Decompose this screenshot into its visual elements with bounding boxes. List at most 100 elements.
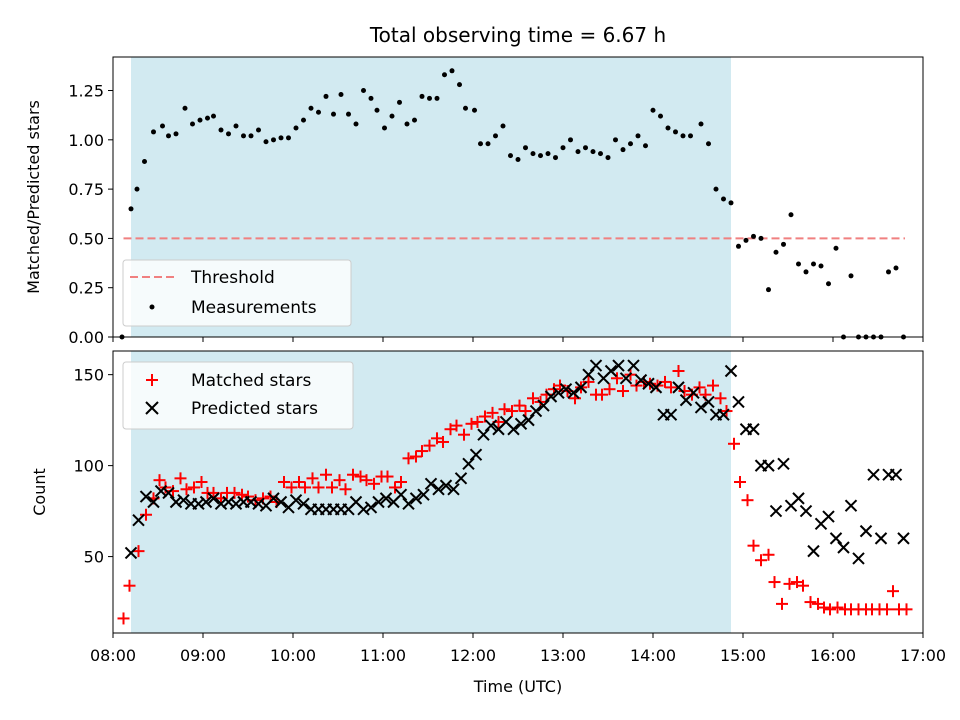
measurement-point: [500, 123, 506, 129]
matched-star-point: [776, 597, 788, 610]
count-x-tick-label: 17:00: [900, 646, 946, 665]
matched-star-point: [831, 601, 844, 614]
measurement-point: [368, 95, 374, 101]
measurement-point: [818, 263, 824, 269]
predicted-star-point: [642, 377, 655, 390]
measurement-point: [478, 141, 483, 147]
predicted-star-point: [822, 510, 835, 523]
measurement-point: [598, 151, 603, 157]
matched-star-point: [479, 410, 491, 423]
measurement-point: [434, 95, 440, 101]
predicted-star-point: [222, 495, 235, 509]
predicted-star-point: [529, 404, 543, 418]
matched-star-point: [900, 603, 913, 616]
measurement-point: [680, 133, 686, 139]
ratio-panel: 0.00 0.25 0.50 0.75 1.00 1.25 Total observing…: [24, 23, 924, 347]
predicted-star-point: [469, 448, 483, 461]
predicted-star-point: [552, 386, 565, 400]
predicted-star-point: [274, 495, 288, 509]
matched-star-point: [450, 419, 463, 432]
measurement-point: [197, 117, 203, 123]
predicted-star-point: [717, 408, 730, 421]
matched-star-point: [180, 483, 193, 496]
matched-star-point: [207, 486, 220, 499]
measurement-point: [508, 153, 513, 159]
count-y-ticks: 50 100 150: [73, 366, 113, 567]
ratio-y-tick-label: 0.25: [68, 279, 104, 298]
predicted-star-point: [897, 532, 910, 545]
matched-star-point: [519, 405, 532, 418]
measurement-point: [605, 155, 611, 161]
measurement-point: [590, 149, 596, 155]
count-y-tick-label: 100: [73, 457, 104, 476]
legend-measurements-swatch: [149, 304, 155, 310]
matched-star-point: [527, 392, 539, 405]
matched-star-point: [693, 381, 706, 394]
measurement-point: [751, 233, 756, 239]
predicted-star-point: [507, 423, 520, 436]
measurement-point: [293, 125, 299, 131]
predicted-star-point: [402, 497, 415, 511]
measurement-point: [643, 143, 648, 149]
predicted-star-point: [859, 524, 873, 538]
matched-star-point: [285, 481, 298, 494]
predicted-star-point: [409, 492, 423, 505]
matched-star-point: [458, 428, 470, 441]
measurement-point: [538, 153, 543, 159]
measurement-point: [583, 145, 588, 151]
measurement-point: [530, 151, 536, 157]
predicted-star-point: [169, 495, 183, 509]
predicted-star-point: [357, 503, 370, 516]
measurement-point: [278, 135, 284, 141]
measurement-point: [323, 93, 329, 99]
predicted-star-point: [867, 468, 880, 481]
matched-star-point: [611, 372, 623, 385]
matched-star-point: [582, 375, 595, 388]
measurement-point: [553, 155, 558, 161]
predicted-star-point: [147, 495, 160, 509]
measurement-point: [382, 125, 387, 131]
measurement-point: [308, 105, 314, 111]
matched-star-point: [437, 435, 449, 448]
measurement-point: [673, 129, 678, 135]
ratio-y-ticks: 0.00 0.25 0.50 0.75 1.00 1.25: [68, 82, 113, 347]
predicted-star-point: [627, 359, 640, 372]
matched-star-point: [293, 475, 305, 488]
predicted-star-point: [747, 423, 760, 436]
matched-star-point: [506, 405, 518, 418]
measurement-point: [248, 133, 254, 139]
predicted-star-point: [424, 477, 438, 491]
predicted-star-point: [537, 399, 550, 412]
count-x-tick-label: 15:00: [720, 646, 766, 665]
measurement-point: [613, 137, 618, 143]
matched-star-point: [678, 385, 691, 398]
measurement-point: [698, 121, 704, 127]
measurement-point: [628, 141, 633, 147]
matched-star-point: [818, 601, 830, 614]
matched-star-point: [306, 472, 319, 485]
predicted-star-point: [889, 468, 903, 481]
measurement-point: [545, 151, 551, 157]
measurement-point: [788, 212, 794, 218]
count-x-tick-label: 09:00: [180, 646, 226, 665]
measurement-point: [713, 186, 719, 192]
predicted-star-point: [379, 492, 393, 505]
measurement-point: [338, 91, 344, 97]
matched-star-point: [465, 417, 478, 430]
measurement-point: [575, 149, 581, 155]
matched-star-point: [360, 474, 373, 487]
predicted-star-point: [394, 488, 408, 501]
measurement-point: [833, 245, 839, 251]
predicted-star-point: [462, 457, 475, 471]
matched-star-point: [410, 450, 422, 463]
predicted-star-point: [192, 497, 205, 511]
predicted-star-point: [484, 419, 498, 432]
matched-star-point: [707, 379, 719, 392]
measurement-point: [233, 123, 239, 129]
measurement-point: [316, 109, 321, 115]
predicted-star-point: [874, 532, 888, 545]
predicted-star-point: [612, 359, 625, 372]
matched-star-point: [347, 468, 359, 481]
measurement-point: [665, 125, 671, 131]
matched-star-point: [755, 554, 767, 567]
